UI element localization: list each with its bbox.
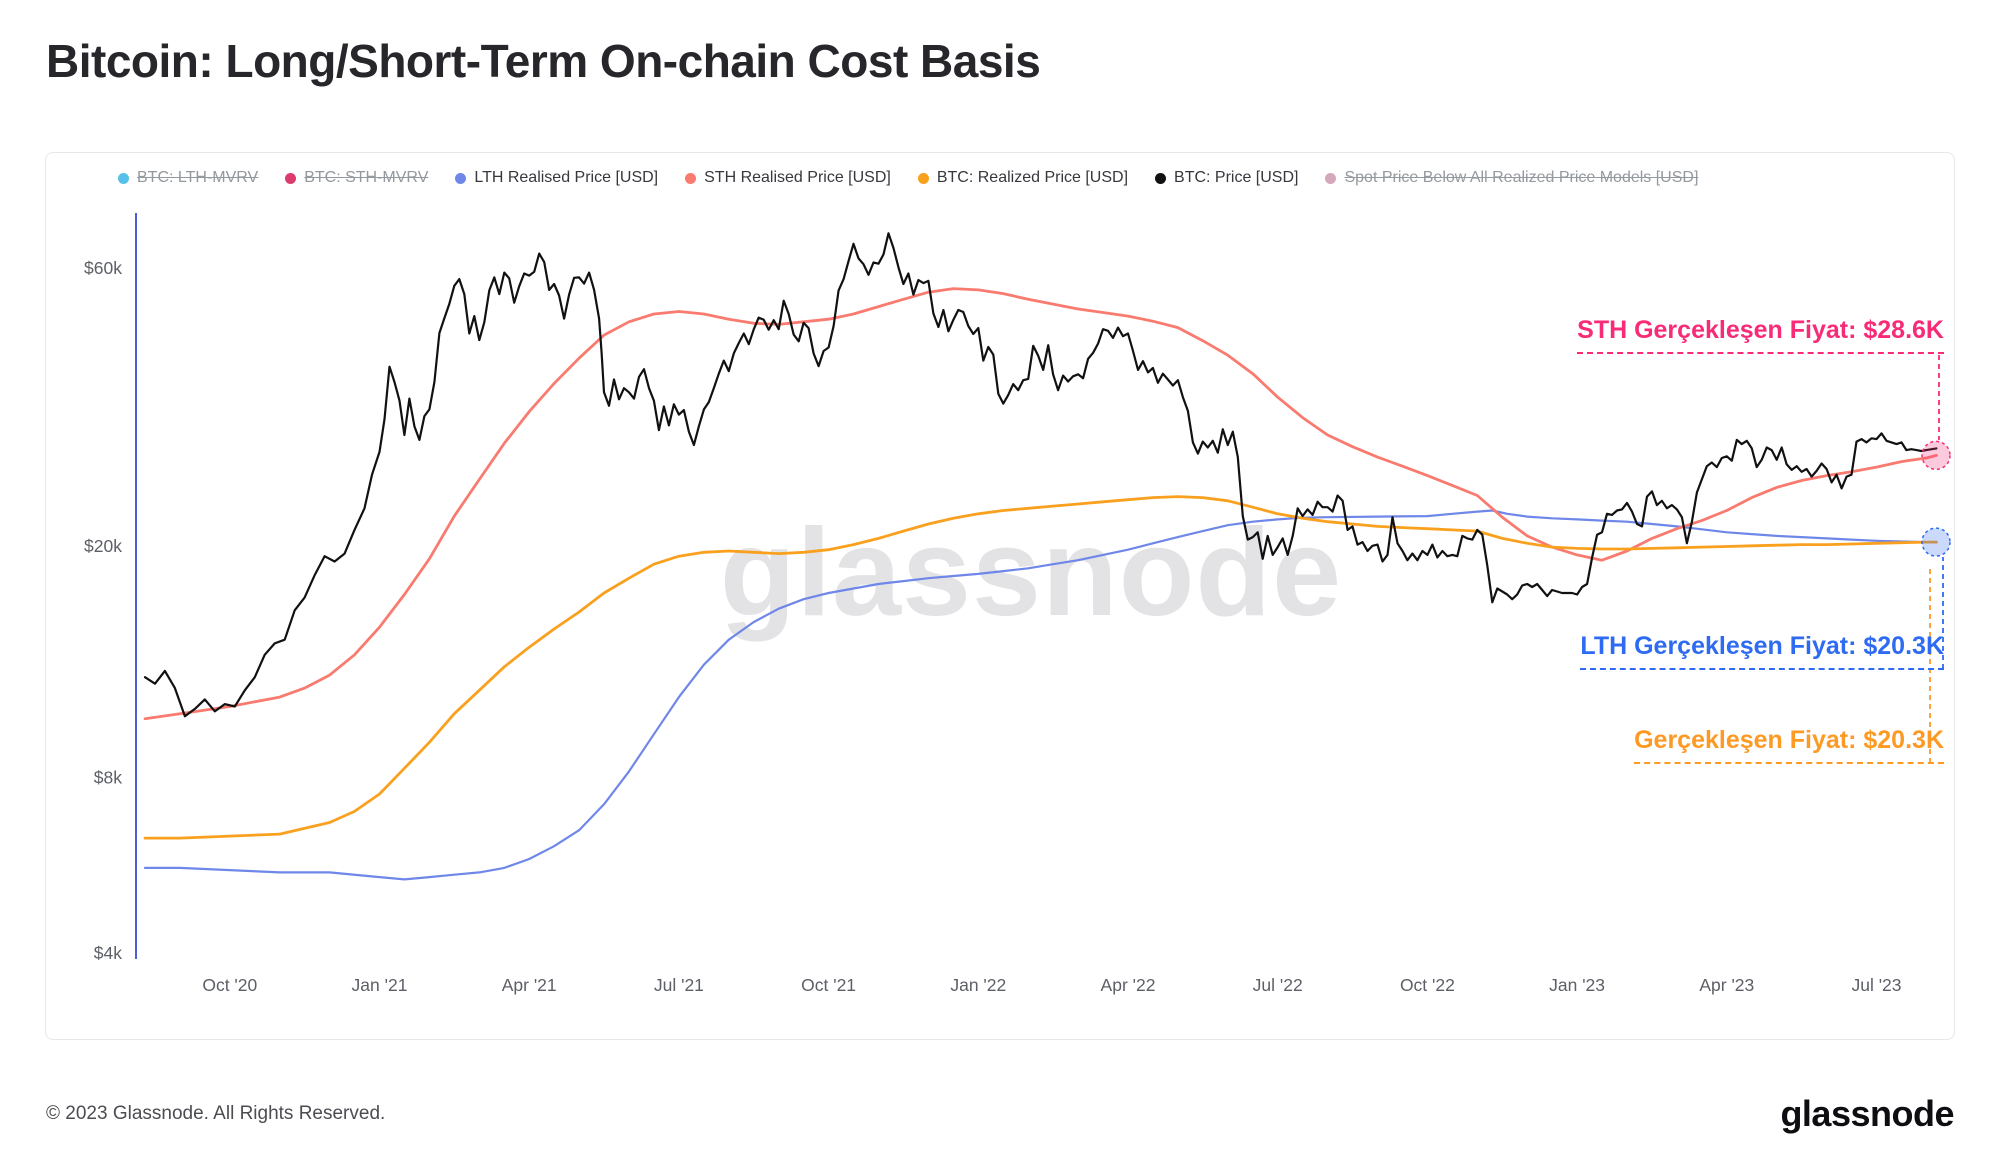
glassnode-logo[interactable]: glassnode [1780, 1093, 1954, 1134]
lth-endpoint-marker[interactable] [1921, 527, 1951, 557]
legend-item-label: LTH Realised Price [USD] [474, 169, 659, 186]
legend-item-label: BTC: STH-MVRV [304, 169, 429, 186]
x-tick-label: Jan '22 [950, 975, 1006, 995]
legend-item-label: BTC: Realized Price [USD] [936, 169, 1129, 186]
chart-card: glassnode BTC: LTH-MVRV BTC: STH-MVRV LTH … [45, 152, 1955, 1040]
x-tick-label: Oct '22 [1400, 975, 1455, 995]
footer-copyright: © 2023 Glassnode. All Rights Reserved. [46, 1103, 386, 1124]
x-tick-label: Jan '23 [1549, 975, 1605, 995]
legend-item-label: Spot Price Below All Realized Price Mode… [1344, 169, 1699, 186]
x-tick-label: Apr '21 [502, 975, 557, 995]
glassnode-watermark: glassnode [719, 504, 1343, 642]
legend-item-label: STH Realised Price [USD] [704, 169, 891, 186]
x-tick-label: Jul '21 [654, 975, 704, 995]
legend-item-0[interactable]: BTC: LTH-MVRV [118, 169, 258, 187]
legend-item-3[interactable]: STH Realised Price [USD] [685, 169, 891, 187]
lth-annotation: LTH Gerçekleşen Fiyat: $20.3K [1580, 631, 1944, 670]
legend-item-1[interactable]: BTC: STH-MVRV [285, 169, 428, 187]
legend-item-5[interactable]: BTC: Price [USD] [1155, 169, 1298, 187]
x-tick-label: Apr '22 [1101, 975, 1156, 995]
footer: © 2023 Glassnode. All Rights Reserved. g… [46, 1086, 1954, 1142]
x-tick-label: Jan '21 [352, 975, 408, 995]
y-tick-label: $4k [94, 943, 122, 963]
legend-item-label: BTC: Price [USD] [1174, 169, 1299, 186]
x-tick-label: Apr '23 [1699, 975, 1754, 995]
legend-item-4[interactable]: BTC: Realized Price [USD] [917, 169, 1129, 187]
legend-dot-icon [118, 172, 129, 184]
legend-item-2[interactable]: LTH Realised Price [USD] [455, 169, 658, 187]
series-sth-realised [143, 287, 1938, 721]
x-tick-label: Jul '22 [1253, 975, 1303, 995]
series-btc-price [143, 232, 1938, 718]
legend-item-6[interactable]: Spot Price Below All Realized Price Mode… [1325, 169, 1698, 187]
legend-item-label: BTC: LTH-MVRV [137, 169, 259, 186]
series-lth-realised [143, 509, 1938, 881]
legend-dot-icon [455, 172, 467, 184]
x-tick-label: Oct '20 [202, 975, 257, 995]
y-tick-label: $8k [94, 768, 122, 788]
x-tick-label: Jul '23 [1851, 975, 1901, 995]
legend-dot-icon [1155, 172, 1167, 184]
legend-dot-icon [685, 172, 697, 184]
legend: BTC: LTH-MVRV BTC: STH-MVRV LTH Realised P… [118, 169, 1924, 187]
legend-dot-icon [285, 172, 297, 184]
chart-canvas[interactable]: $60k $20k $8k $4k Oct '20 Jan '21 Apr '21 Jul '… [46, 153, 1954, 1039]
y-tick-label: $60k [84, 258, 122, 278]
sth-endpoint-marker[interactable] [1921, 440, 1951, 471]
realized-annotation: Gerçekleşen Fiyat: $20.3K [1634, 725, 1944, 764]
sth-annotation: STH Gerçekleşen Fiyat: $28.6K [1577, 315, 1944, 354]
series-btc-realized [143, 495, 1938, 840]
page-title: Bitcoin: Long/Short-Term On-chain Cost B… [46, 35, 1041, 87]
y-tick-label: $20k [84, 536, 122, 556]
legend-dot-icon [917, 172, 929, 184]
x-tick-label: Oct '21 [801, 975, 856, 995]
legend-dot-icon [1325, 172, 1337, 184]
